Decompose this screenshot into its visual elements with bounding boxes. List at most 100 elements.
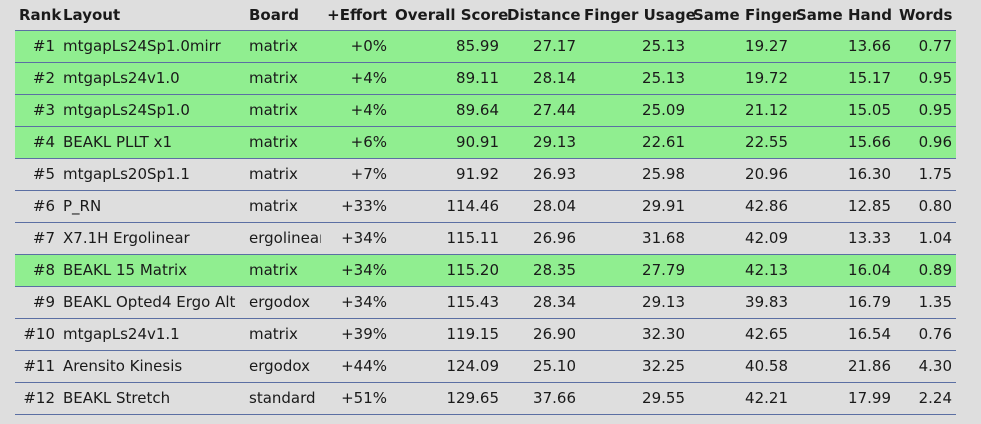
cell-overall-score: 115.43 — [391, 285, 503, 318]
cell-overall-score: 124.09 — [391, 349, 503, 382]
cell-distance: 28.04 — [503, 189, 580, 222]
cell-distance: 28.14 — [503, 61, 580, 94]
header-layout[interactable]: Layout — [63, 5, 121, 24]
table-row[interactable]: #4 BEAKL PLLT x1 matrix +6% 90.91 29.13 22.61 2… — [15, 125, 956, 158]
cell-distance: 37.66 — [503, 381, 580, 415]
cell-layout: mtgapLs24Sp1.0 — [59, 93, 245, 126]
cell-rank: #5 — [15, 157, 59, 190]
cell-words: 1.35 — [895, 285, 956, 318]
table-header: Rank Layout Board +Effort Overall Score … — [15, 0, 956, 30]
cell-same-finger: 42.13 — [689, 253, 792, 286]
cell-words: 0.95 — [895, 61, 956, 94]
cell-words: 1.04 — [895, 221, 956, 254]
cell-same-finger: 22.55 — [689, 125, 792, 158]
cell-same-hand: 13.33 — [792, 221, 895, 254]
cell-distance: 26.93 — [503, 157, 580, 190]
cell-layout: BEAKL 15 Matrix — [59, 253, 245, 286]
header-overall-score[interactable]: Overall Score — [395, 5, 509, 24]
cell-effort: +4% — [321, 61, 391, 94]
cell-board: ergodox — [245, 285, 321, 318]
cell-same-finger: 20.96 — [689, 157, 792, 190]
cell-finger-usage: 32.30 — [580, 317, 689, 350]
cell-words: 0.77 — [895, 29, 956, 62]
cell-layout: BEAKL Stretch — [59, 381, 245, 415]
cell-overall-score: 89.11 — [391, 61, 503, 94]
cell-distance: 27.44 — [503, 93, 580, 126]
cell-layout: Arensito Kinesis — [59, 349, 245, 382]
cell-words: 2.24 — [895, 381, 956, 415]
cell-same-hand: 16.04 — [792, 253, 895, 286]
cell-rank: #11 — [15, 349, 59, 382]
header-same-finger[interactable]: Same Finger — [693, 5, 800, 24]
cell-words: 0.76 — [895, 317, 956, 350]
cell-board: ergodox — [245, 349, 321, 382]
cell-words: 0.95 — [895, 93, 956, 126]
table-row[interactable]: #5 mtgapLs20Sp1.1 matrix +7% 91.92 26.93 25.98… — [15, 157, 956, 190]
cell-same-hand: 17.99 — [792, 381, 895, 415]
header-rank[interactable]: Rank — [19, 5, 62, 24]
table-row[interactable]: #6 P_RN matrix +33% 114.46 28.04 29.91 42.86 12.… — [15, 189, 956, 222]
cell-finger-usage: 31.68 — [580, 221, 689, 254]
cell-overall-score: 115.20 — [391, 253, 503, 286]
cell-rank: #8 — [15, 253, 59, 286]
cell-layout: BEAKL PLLT x1 — [59, 125, 245, 158]
header-same-hand[interactable]: Same Hand — [796, 5, 893, 24]
cell-board: matrix — [245, 253, 321, 286]
cell-same-finger: 19.72 — [689, 61, 792, 94]
cell-effort: +39% — [321, 317, 391, 350]
cell-board: standard — [245, 381, 321, 415]
header-finger-usage[interactable]: Finger Usage — [584, 5, 696, 24]
header-distance[interactable]: Distance — [507, 5, 581, 24]
cell-layout: X7.1H Ergolinear — [59, 221, 245, 254]
table-row[interactable]: #8 BEAKL 15 Matrix matrix +34% 115.20 28.35 27… — [15, 253, 956, 286]
cell-finger-usage: 27.79 — [580, 253, 689, 286]
cell-rank: #9 — [15, 285, 59, 318]
cell-layout: BEAKL Opted4 Ergo Alt — [59, 285, 245, 318]
cell-distance: 28.34 — [503, 285, 580, 318]
table-row[interactable]: #1 mtgapLs24Sp1.0mirr matrix +0% 85.99 27.17 2… — [15, 29, 956, 62]
cell-overall-score: 119.15 — [391, 317, 503, 350]
table-row[interactable]: #12 BEAKL Stretch standard +51% 129.65 37.66 2… — [15, 381, 956, 415]
header-row: Rank Layout Board +Effort Overall Score … — [15, 0, 956, 30]
cell-finger-usage: 25.13 — [580, 61, 689, 94]
table-row[interactable]: #10 mtgapLs24v1.1 matrix +39% 119.15 26.90 32.… — [15, 317, 956, 350]
cell-layout: mtgapLs20Sp1.1 — [59, 157, 245, 190]
cell-effort: +33% — [321, 189, 391, 222]
cell-same-finger: 19.27 — [689, 29, 792, 62]
cell-same-hand: 15.66 — [792, 125, 895, 158]
cell-board: matrix — [245, 93, 321, 126]
cell-overall-score: 91.92 — [391, 157, 503, 190]
cell-same-hand: 21.86 — [792, 349, 895, 382]
cell-distance: 29.13 — [503, 125, 580, 158]
table-row[interactable]: #11 Arensito Kinesis ergodox +44% 124.09 25.1… — [15, 349, 956, 382]
table-row[interactable]: #9 BEAKL Opted4 Ergo Alt ergodox +34% 115.43… — [15, 285, 956, 318]
cell-effort: +0% — [321, 29, 391, 62]
cell-words: 1.75 — [895, 157, 956, 190]
cell-same-finger: 42.65 — [689, 317, 792, 350]
cell-effort: +44% — [321, 349, 391, 382]
cell-effort: +34% — [321, 253, 391, 286]
cell-words: 0.80 — [895, 189, 956, 222]
cell-board: matrix — [245, 317, 321, 350]
table-row[interactable]: #2 mtgapLs24v1.0 matrix +4% 89.11 28.14 25.13 1… — [15, 61, 956, 94]
cell-overall-score: 85.99 — [391, 29, 503, 62]
table-row[interactable]: #3 mtgapLs24Sp1.0 matrix +4% 89.64 27.44 25.09… — [15, 93, 956, 126]
cell-distance: 27.17 — [503, 29, 580, 62]
cell-overall-score: 115.11 — [391, 221, 503, 254]
cell-words: 0.89 — [895, 253, 956, 286]
cell-finger-usage: 22.61 — [580, 125, 689, 158]
table-row[interactable]: #7 X7.1H Ergolinear ergolinear +34% 115.11 26… — [15, 221, 956, 254]
cell-rank: #12 — [15, 381, 59, 415]
cell-effort: +4% — [321, 93, 391, 126]
cell-overall-score: 90.91 — [391, 125, 503, 158]
cell-layout: mtgapLs24Sp1.0mirr — [59, 29, 245, 62]
cell-board: matrix — [245, 125, 321, 158]
cell-layout: P_RN — [59, 189, 245, 222]
layout-ranking-table: Rank Layout Board +Effort Overall Score … — [15, 0, 956, 415]
cell-layout: mtgapLs24v1.1 — [59, 317, 245, 350]
cell-same-hand: 16.30 — [792, 157, 895, 190]
header-words[interactable]: Words — [899, 5, 953, 24]
header-board[interactable]: Board — [249, 5, 299, 24]
header-effort[interactable]: +Effort — [327, 5, 387, 24]
cell-rank: #1 — [15, 29, 59, 62]
